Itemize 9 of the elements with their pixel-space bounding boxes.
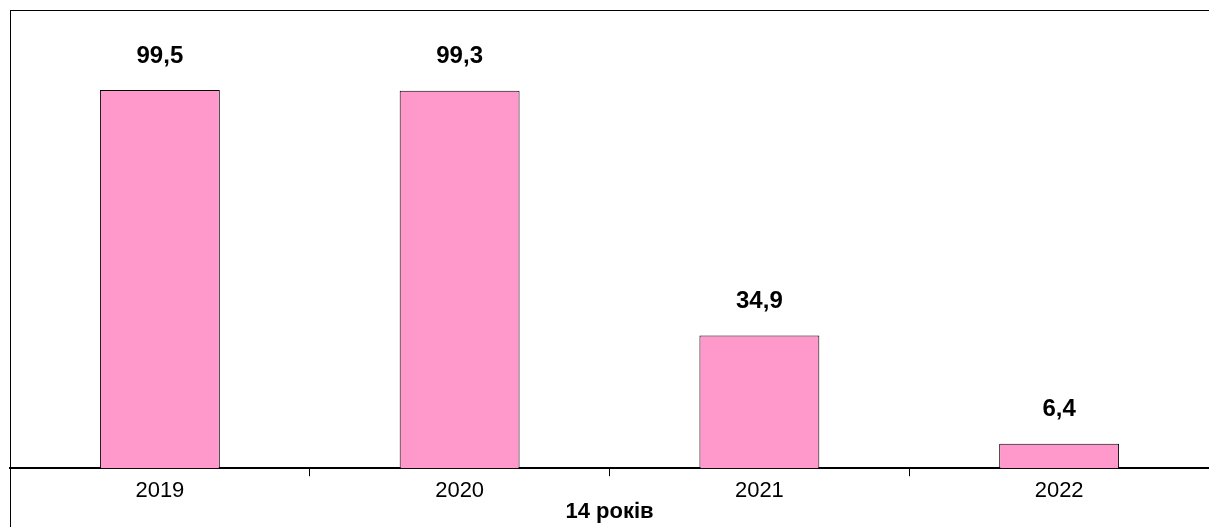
data-label: 6,4 — [1042, 394, 1077, 422]
x-tick-label: 2019 — [135, 477, 185, 503]
x-axis-title: 14 років — [565, 497, 654, 523]
x-tick-label: 2021 — [734, 477, 784, 503]
data-label: 99,5 — [136, 40, 184, 68]
x-tick-label: 2020 — [435, 477, 485, 503]
x-tick-label: 2022 — [1034, 477, 1084, 503]
data-label: 34,9 — [736, 286, 783, 314]
data-label: 99,3 — [436, 41, 483, 69]
